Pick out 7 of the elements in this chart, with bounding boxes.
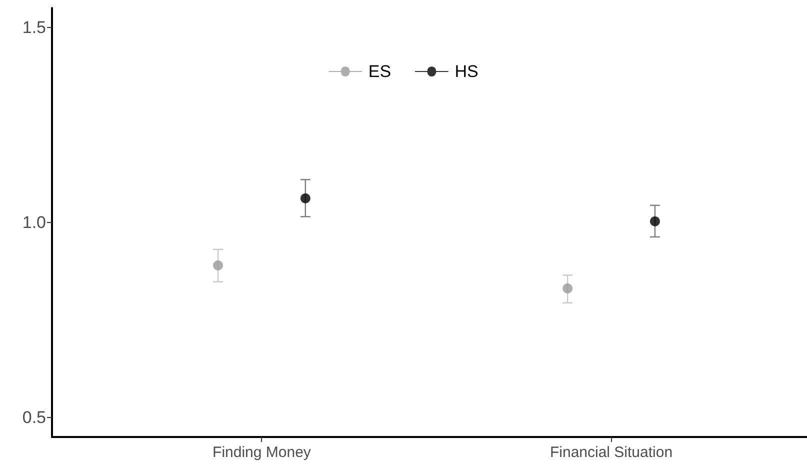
x-tick-label: Financial Situation bbox=[550, 444, 673, 461]
x-tick-label: Finding Money bbox=[212, 444, 312, 461]
legend-label: ES bbox=[368, 62, 392, 81]
legend-label: HS bbox=[454, 62, 478, 81]
y-tick-label: 1.0 bbox=[22, 213, 46, 232]
y-tick-label: 0.5 bbox=[22, 408, 46, 427]
y-tick-label: 1.5 bbox=[22, 18, 46, 37]
